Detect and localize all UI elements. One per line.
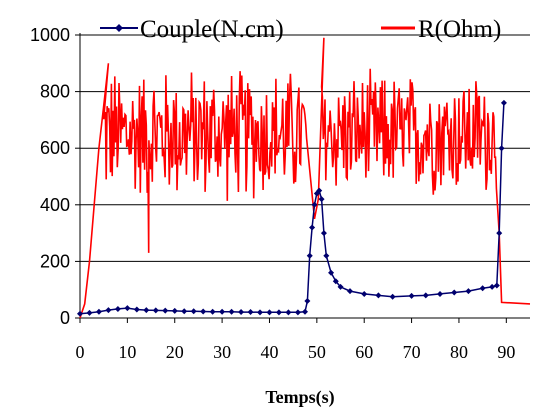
couple-point xyxy=(238,309,245,316)
legend: Couple(N.cm) R(Ohm) xyxy=(100,16,501,43)
couple-point xyxy=(285,309,292,316)
y-tick-label-200: 200 xyxy=(40,251,70,271)
couple-point xyxy=(294,309,301,316)
x-tick-label-70: 70 xyxy=(403,342,421,362)
couple-point xyxy=(190,308,197,315)
x-tick-label-40: 40 xyxy=(260,342,278,362)
couple-point xyxy=(316,187,323,194)
couple-point xyxy=(114,305,121,312)
couple-point xyxy=(493,282,500,289)
couple-point xyxy=(275,309,282,316)
couple-point xyxy=(133,306,140,313)
series-r-ohm xyxy=(79,37,531,319)
couple-point xyxy=(323,252,330,259)
couple-point xyxy=(105,307,112,314)
couple-point xyxy=(489,283,496,290)
couple-point xyxy=(375,292,382,299)
x-tick-label-60: 60 xyxy=(355,342,373,362)
series-r-line xyxy=(79,37,531,319)
couple-point xyxy=(152,307,159,314)
x-tick-label-10: 10 xyxy=(118,342,136,362)
couple-point xyxy=(124,305,131,312)
couple-point xyxy=(320,230,327,237)
x-tick-label-80: 80 xyxy=(450,342,468,362)
couple-point xyxy=(95,308,102,315)
couple-point xyxy=(228,308,235,315)
series-couple xyxy=(77,99,507,317)
couple-point xyxy=(200,308,207,315)
x-tick-label-90: 90 xyxy=(497,342,515,362)
x-tick-labels: 0 10 20 30 40 50 60 70 80 90 xyxy=(76,342,516,362)
couple-point xyxy=(181,308,188,315)
couple-point xyxy=(77,310,83,317)
couple-point xyxy=(247,309,254,316)
couple-point xyxy=(479,285,486,292)
couple-point xyxy=(311,201,318,208)
couple-point xyxy=(309,224,316,231)
y-tick-label-800: 800 xyxy=(40,82,70,102)
couple-point xyxy=(304,298,311,305)
couple-point xyxy=(318,196,325,203)
couple-point xyxy=(257,309,263,316)
couple-point xyxy=(332,278,339,285)
couple-point xyxy=(498,145,505,152)
y-tick-label-1000: 1000 xyxy=(30,25,70,45)
grid-lines xyxy=(80,34,530,262)
couple-point xyxy=(500,99,507,106)
axes xyxy=(75,33,530,323)
x-axis-label: Temps(s) xyxy=(265,387,334,408)
couple-point xyxy=(162,307,169,314)
couple-point xyxy=(143,307,150,314)
y-tick-label-600: 600 xyxy=(40,138,70,158)
couple-point xyxy=(171,307,178,314)
x-tick-label-20: 20 xyxy=(166,342,184,362)
legend-couple-marker xyxy=(115,24,123,32)
couple-point xyxy=(209,308,216,315)
couple-point xyxy=(408,292,415,299)
legend-couple-label: Couple(N.cm) xyxy=(140,16,284,43)
x-tick-label-30: 30 xyxy=(213,342,231,362)
y-tick-labels: 0 200 400 600 800 1000 xyxy=(30,25,70,328)
couple-point xyxy=(347,288,353,295)
x-tick-label-0: 0 xyxy=(76,342,85,362)
couple-point xyxy=(302,308,308,315)
couple-point xyxy=(422,292,429,299)
couple-point xyxy=(219,308,226,315)
couple-point xyxy=(465,288,472,295)
couple-point xyxy=(306,252,313,259)
couple-point xyxy=(389,293,396,300)
series-couple-line xyxy=(79,102,505,315)
y-tick-label-0: 0 xyxy=(60,308,70,328)
legend-r-label: R(Ohm) xyxy=(418,16,501,43)
couple-point xyxy=(337,283,344,290)
couple-point xyxy=(328,269,335,276)
y-tick-label-400: 400 xyxy=(40,195,70,215)
couple-point xyxy=(496,230,503,237)
couple-point xyxy=(361,290,368,297)
x-tick-label-50: 50 xyxy=(308,342,326,362)
couple-point xyxy=(437,290,443,297)
couple-point xyxy=(86,309,93,316)
couple-point xyxy=(266,309,273,316)
couple-point xyxy=(451,289,458,296)
